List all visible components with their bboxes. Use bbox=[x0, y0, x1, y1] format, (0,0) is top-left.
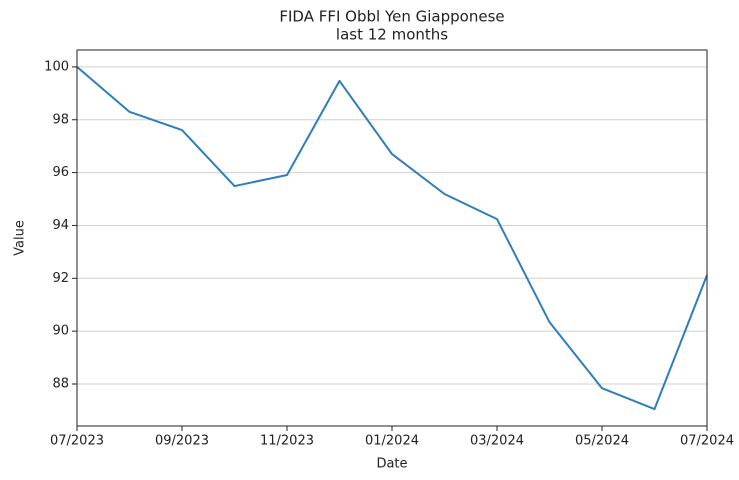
y-tick-label: 88 bbox=[52, 376, 69, 391]
x-tick-label: 07/2024 bbox=[680, 434, 734, 449]
line-series bbox=[76, 66, 708, 411]
y-tick-label: 98 bbox=[52, 112, 69, 127]
chart-subtitle: last 12 months bbox=[336, 26, 448, 44]
x-tick-label: 01/2024 bbox=[365, 434, 419, 449]
x-tick-label: 03/2024 bbox=[470, 434, 524, 449]
x-axis-label: Date bbox=[376, 457, 407, 472]
y-tick-label: 92 bbox=[52, 271, 69, 286]
plot-frame bbox=[76, 49, 708, 427]
y-tick-label: 94 bbox=[52, 218, 69, 233]
x-tick-label: 11/2023 bbox=[260, 434, 314, 449]
y-tick-label: 100 bbox=[44, 59, 69, 74]
x-tick-label: 09/2023 bbox=[155, 434, 209, 449]
chart-title: FIDA FFI Obbl Yen Giapponese bbox=[279, 8, 504, 26]
y-axis-label: Value bbox=[13, 220, 28, 256]
x-tick-label: 07/2023 bbox=[50, 434, 104, 449]
y-tick-label: 90 bbox=[52, 324, 69, 339]
y-tick-label: 96 bbox=[52, 165, 69, 180]
x-tick-label: 05/2024 bbox=[575, 434, 629, 449]
